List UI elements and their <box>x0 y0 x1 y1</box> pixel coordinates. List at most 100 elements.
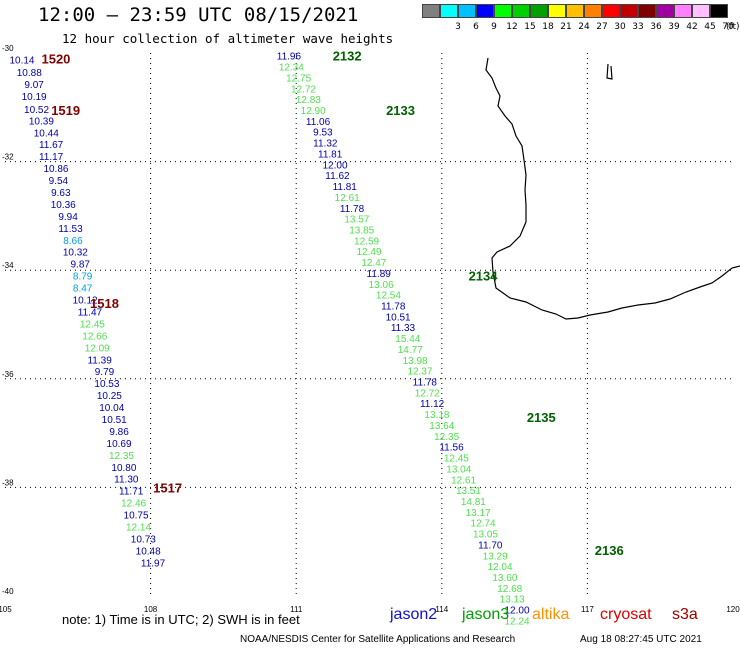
lon-tick-label: 117 <box>581 605 594 614</box>
wave-height-label: 10.53 <box>94 379 119 390</box>
wave-height-label: 10.80 <box>111 463 136 474</box>
wave-height-label: 10.86 <box>43 164 68 175</box>
wave-height-label: 12.09 <box>85 343 110 354</box>
wave-height-label: 10.88 <box>17 68 42 79</box>
wave-height-label: 14.77 <box>398 345 423 356</box>
legend-swatch <box>440 4 458 18</box>
wave-height-label: 12.24 <box>505 616 530 627</box>
lat-lon-grid: 105 108 111 114 117 120 -30 -32 -34 -36 -38 -40 <box>0 44 740 614</box>
wave-height-label: 10.39 <box>29 116 54 127</box>
wave-height-label: 11.62 <box>325 171 350 182</box>
wave-height-label: 10.12 <box>73 296 98 307</box>
wave-height-label: 12.72 <box>291 84 316 95</box>
wave-height-label: 12.14 <box>126 522 151 533</box>
satellite-cryosat-label: cryosat <box>600 606 652 623</box>
wave-height-label: 11.71 <box>119 487 144 498</box>
lat-tick-label: -34 <box>2 261 14 270</box>
credit-line: NOAA/NESDIS Center for Satellite Applica… <box>240 634 516 645</box>
wave-height-label: 11.53 <box>58 224 83 235</box>
wave-height-label: 12.35 <box>434 432 459 443</box>
lon-tick-label: 111 <box>290 605 303 614</box>
wave-height-label: 11.39 <box>87 355 112 366</box>
legend-tick-label: 70 <box>722 22 734 32</box>
wave-height-label: 10.73 <box>131 534 156 545</box>
wave-height-label: 11.32 <box>313 139 338 150</box>
legend-swatch <box>656 4 674 18</box>
satellite-jason2-label: jason2 <box>390 606 438 623</box>
wave-height-label: 13.60 <box>492 573 517 584</box>
wave-height-label: 10.75 <box>124 511 149 522</box>
wave-height-label: 10.48 <box>136 546 161 557</box>
legend-tick-label: 6 <box>473 22 479 32</box>
wave-height-label: 10.04 <box>99 403 124 414</box>
wave-height-label: 12.04 <box>488 562 513 573</box>
legend-tick-label: 9 <box>491 22 497 32</box>
wave-height-label: 12.66 <box>82 331 107 342</box>
wave-height-label: 11.78 <box>413 378 438 389</box>
wave-height-label: 11.81 <box>318 149 343 160</box>
wave-height-label: 11.17 <box>39 152 64 163</box>
wave-height-label: 12.47 <box>361 258 386 269</box>
legend-swatch <box>458 4 476 18</box>
wave-height-label: 10.51 <box>386 312 411 323</box>
lat-tick-label: -36 <box>2 370 14 379</box>
wave-height-label: 11.96 <box>277 52 302 63</box>
wave-height-label: 11.12 <box>420 399 445 410</box>
page-title: 12:00 – 23:59 UTC 08/15/2021 <box>38 4 359 26</box>
lon-tick-label: 120 <box>726 605 740 614</box>
pass-number-label: 2133 <box>386 103 415 118</box>
lon-tick-label: 105 <box>0 605 12 614</box>
legend-swatch <box>692 4 710 18</box>
legend-tick-label: 18 <box>542 22 554 32</box>
wave-height-label: 11.06 <box>306 117 331 128</box>
legend-tick-label: 30 <box>614 22 626 32</box>
legend-unit: (ft) <box>726 22 740 32</box>
legend-tick-label: 39 <box>668 22 680 32</box>
wave-height-label: 12.45 <box>444 454 469 465</box>
legend-swatch <box>638 4 656 18</box>
wave-height-label: 9.86 <box>109 427 129 438</box>
pass-number-label: 1518 <box>90 296 119 311</box>
wave-height-label: 10.51 <box>102 415 127 426</box>
legend-tick-label: 12 <box>506 22 518 32</box>
wave-height-label: 9.54 <box>49 176 69 187</box>
wave-height-label: 12.35 <box>109 451 134 462</box>
footer-note: note: 1) Time is in UTC; 2) SWH is in fe… <box>62 612 300 627</box>
legend-tick-label: 36 <box>650 22 662 32</box>
wave-height-label: 12.68 <box>497 584 522 595</box>
satellite-jason3-label: jason3 <box>462 606 510 623</box>
lat-tick-label: -40 <box>2 587 14 596</box>
lon-tick-label: 108 <box>144 605 158 614</box>
pass-number-label: 1517 <box>153 480 182 495</box>
legend-tick-label: 33 <box>632 22 644 32</box>
wave-height-label: 13.17 <box>466 508 491 519</box>
wave-height-label: 11.97 <box>141 558 166 569</box>
wave-height-label: 9.63 <box>51 188 71 199</box>
legend-tick-label: 3 <box>455 22 461 32</box>
legend-swatch <box>494 4 512 18</box>
page-subtitle: 12 hour collection of altimeter wave hei… <box>62 31 394 46</box>
legend-tick-label: 15 <box>524 22 536 32</box>
wave-height-label: 10.32 <box>63 248 88 259</box>
legend-swatch <box>620 4 638 18</box>
wave-height-label: 11.67 <box>39 140 64 151</box>
wave-height-label: 12.45 <box>80 319 105 330</box>
wave-height-label: 12.37 <box>407 367 432 378</box>
wave-height-label: 11.70 <box>478 540 503 551</box>
wave-height-label: 9.07 <box>24 80 44 91</box>
wave-height-label: 14.81 <box>461 497 486 508</box>
lat-tick-label: -32 <box>2 153 14 162</box>
pass-number-label: 1520 <box>41 51 70 66</box>
wave-height-label: 13.57 <box>344 215 369 226</box>
legend-tick-label: 45 <box>704 22 716 32</box>
color-scale-legend: 3 6 9 12 15 18 21 24 27 30 33 36 39 42 45 70 (ft) <box>422 4 740 34</box>
wave-height-label: 11.30 <box>114 475 139 486</box>
wave-height-label: 11.33 <box>391 323 416 334</box>
wave-height-label: 12.59 <box>354 236 379 247</box>
measurement-labels: 10.1410.889.0710.1910.5210.3910.4411.671… <box>9 49 623 628</box>
pass-number-label: 2135 <box>527 410 556 425</box>
legend-swatch <box>422 4 440 18</box>
wave-height-label: 8.66 <box>63 236 83 247</box>
legend-tick-label: 42 <box>686 22 698 32</box>
